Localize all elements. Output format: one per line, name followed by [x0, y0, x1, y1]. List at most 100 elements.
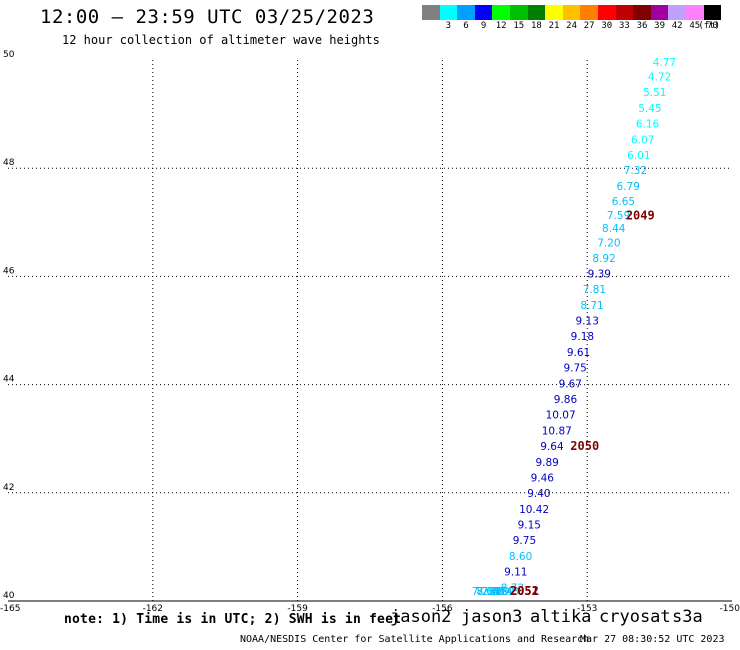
- color-scale-label: 9: [480, 21, 487, 31]
- wave-height-label: 8.18: [477, 586, 500, 598]
- wave-height-label: 9.40: [527, 488, 550, 500]
- wave-height-label: 9.75: [513, 535, 536, 547]
- wave-height-label: 6.16: [636, 119, 660, 131]
- color-scale-unit: (ft): [698, 21, 721, 31]
- pass-number-label: 2052: [510, 584, 539, 598]
- x-tick-label: -162: [143, 604, 163, 614]
- x-tick-label: -153: [577, 604, 597, 614]
- color-scale-label: 39: [654, 21, 666, 31]
- wave-height-label: 8.60: [509, 551, 532, 563]
- wave-height-label: 5.51: [643, 87, 666, 99]
- color-scale-swatch: [615, 5, 634, 20]
- y-tick-label: 50: [3, 50, 15, 60]
- wave-height-label: 9.64: [540, 441, 564, 453]
- color-scale-label: 6: [463, 21, 469, 31]
- wave-height-label: 7.23: [472, 586, 495, 598]
- color-scale-swatch: [509, 5, 528, 20]
- wave-height-label: 9.75: [563, 363, 586, 375]
- wave-height-label: 4.77: [653, 57, 676, 69]
- wave-height-label: 9.46: [531, 472, 555, 484]
- wave-height-label: 10.07: [546, 410, 576, 422]
- color-scale-swatch: [562, 5, 581, 20]
- color-scale-swatch: [492, 5, 510, 20]
- generated-timestamp: Mar 27 08:30:52 UTC 2023: [580, 634, 725, 645]
- wave-height-label: 8.73: [501, 582, 524, 594]
- wave-height-label: 8.44: [602, 223, 626, 235]
- satellite-jason3-label: jason3: [461, 607, 523, 627]
- color-scale-label: 42: [671, 21, 683, 31]
- pass-number-label: 2049: [626, 209, 655, 223]
- wave-height-label: 4.72: [648, 72, 671, 84]
- wave-height-label: 9.18: [571, 331, 594, 343]
- color-scale-label: 3: [445, 21, 452, 31]
- wave-height-label: 9.13: [576, 316, 599, 328]
- wave-height-label: 7.32: [624, 165, 647, 177]
- wave-height-label: 8.43: [496, 586, 519, 598]
- color-scale-swatch: [633, 5, 651, 20]
- wave-height-label: 9.39: [588, 268, 611, 280]
- satellite-cryosat-label: cryosat: [599, 607, 671, 627]
- wave-height-label: 9.67: [559, 378, 582, 390]
- color-scale-label: 15: [513, 21, 525, 31]
- color-scale-swatch: [527, 5, 546, 20]
- wave-height-label: 9.15: [518, 520, 541, 532]
- y-tick-label: 44: [3, 375, 15, 385]
- x-tick-label: -159: [287, 604, 308, 614]
- wave-height-label: 6.79: [486, 586, 509, 598]
- credit-line: NOAA/NESDIS Center for Satellite Applica…: [240, 634, 590, 645]
- color-scale-label: 70: [706, 21, 718, 31]
- color-scale-label: 45: [689, 21, 701, 31]
- wave-height-label: 5.45: [638, 103, 661, 115]
- footer-note: note: 1) Time is in UTC; 2) SWH is in fe…: [64, 612, 402, 627]
- wave-height-label: 8.92: [592, 253, 615, 265]
- wave-height-label: 7.59: [607, 210, 630, 222]
- wave-height-label: 9.86: [554, 394, 578, 406]
- color-scale-swatch: [474, 5, 493, 20]
- color-scale-swatch: [685, 5, 704, 20]
- color-scale-swatch: [668, 5, 686, 20]
- color-scale-swatch: [545, 5, 563, 20]
- wave-height-label: 9.11: [504, 567, 527, 579]
- x-tick-label: -150: [720, 604, 740, 614]
- color-scale-swatch: [457, 5, 475, 20]
- color-scale-swatch: [422, 5, 440, 20]
- wave-height-label: 10.42: [519, 504, 549, 516]
- y-tick-label: 46: [3, 266, 15, 276]
- color-scale-swatch: [703, 5, 722, 20]
- color-scale-label: 36: [636, 21, 648, 31]
- wave-height-label: 7.81: [583, 284, 606, 296]
- y-tick-label: 48: [3, 158, 15, 168]
- wave-height-label: 6.65: [612, 196, 635, 208]
- wave-height-label: 8.71: [580, 300, 603, 312]
- wave-height-label: 7.20: [597, 238, 620, 250]
- color-scale-swatch: [650, 5, 669, 20]
- satellite-jason2-label: jason2: [390, 607, 452, 627]
- color-scale-label: 12: [495, 21, 507, 31]
- chart-subtitle: 12 hour collection of altimeter wave hei…: [62, 33, 380, 47]
- satellite-s3a-label: s3a: [672, 607, 703, 627]
- color-scale-swatch: [439, 5, 458, 20]
- color-scale-label: 21: [548, 21, 560, 31]
- wave-height-label: 6.01: [627, 150, 650, 162]
- color-scale-swatch: [580, 5, 598, 20]
- color-scale-bar: [422, 5, 722, 20]
- satellite-altika-label: altika: [530, 607, 592, 627]
- x-tick-label: -165: [0, 604, 20, 614]
- wave-height-label: 7.68: [481, 586, 504, 598]
- color-scale-label: 33: [618, 21, 630, 31]
- wave-height-label: 8.15: [477, 586, 500, 598]
- wave-height-label: 10.87: [542, 425, 572, 437]
- wave-height-label: 7.04: [477, 586, 501, 598]
- wave-height-label: 6.07: [631, 134, 654, 146]
- color-scale-label: 30: [601, 21, 613, 31]
- wave-height-label: 9.61: [567, 347, 590, 359]
- chart-title: 12:00 – 23:59 UTC 03/25/2023: [40, 6, 375, 28]
- pass-number-label: 2051: [510, 584, 539, 598]
- x-tick-label: -156: [432, 604, 453, 614]
- wave-height-label: 7.89: [491, 586, 514, 598]
- pass-number-label: 2050: [570, 439, 599, 453]
- wave-height-label: 6.79: [617, 181, 640, 193]
- color-scale-label: 24: [566, 21, 578, 31]
- color-scale-swatch: [597, 5, 616, 20]
